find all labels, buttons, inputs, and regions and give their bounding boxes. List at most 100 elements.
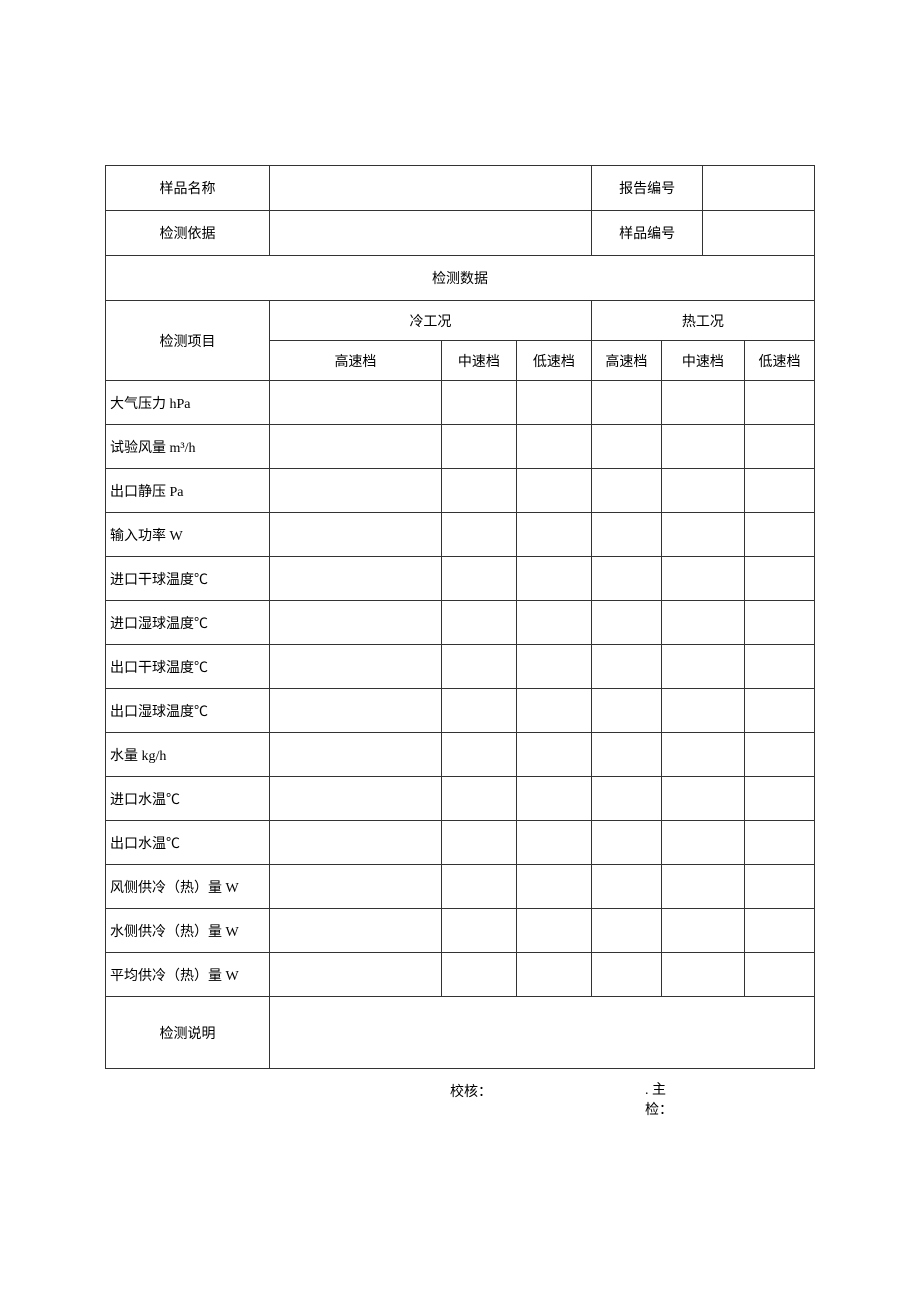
data-cell <box>661 953 744 997</box>
data-cell <box>745 425 815 469</box>
data-cell <box>270 513 442 557</box>
data-row: 试验风量 m³/h <box>106 425 815 469</box>
footer-spacer <box>105 1081 450 1120</box>
data-cell <box>516 689 591 733</box>
item-label: 进口干球温度℃ <box>106 557 270 601</box>
data-cell <box>745 909 815 953</box>
data-cell <box>661 425 744 469</box>
cold-high-speed: 高速档 <box>270 341 442 381</box>
data-cell <box>661 777 744 821</box>
item-label: 输入功率 W <box>106 513 270 557</box>
inspector-line1: . 主 <box>645 1081 673 1101</box>
header-row-2: 检测依据 样品编号 <box>106 211 815 256</box>
data-cell <box>270 777 442 821</box>
data-cell <box>661 821 744 865</box>
data-cell <box>661 381 744 425</box>
data-cell <box>745 689 815 733</box>
data-cell <box>270 865 442 909</box>
data-row: 大气压力 hPa <box>106 381 815 425</box>
data-cell <box>591 557 661 601</box>
data-cell <box>745 821 815 865</box>
data-cell <box>270 645 442 689</box>
item-column-header: 检测项目 <box>106 301 270 381</box>
data-cell <box>441 733 516 777</box>
data-cell <box>270 557 442 601</box>
item-label: 出口水温℃ <box>106 821 270 865</box>
data-cell <box>661 909 744 953</box>
data-cell <box>516 469 591 513</box>
cold-condition-header: 冷工况 <box>270 301 592 341</box>
data-cell <box>661 513 744 557</box>
data-cell <box>516 645 591 689</box>
item-label: 出口干球温度℃ <box>106 645 270 689</box>
condition-row: 检测项目 冷工况 热工况 <box>106 301 815 341</box>
data-cell <box>591 777 661 821</box>
notes-label: 检测说明 <box>106 997 270 1069</box>
data-cell <box>745 953 815 997</box>
data-cell <box>270 733 442 777</box>
hot-low-speed: 低速档 <box>745 341 815 381</box>
data-cell <box>591 821 661 865</box>
data-row: 出口静压 Pa <box>106 469 815 513</box>
data-cell <box>591 689 661 733</box>
data-cell <box>441 601 516 645</box>
data-cell <box>591 909 661 953</box>
data-cell <box>516 777 591 821</box>
data-cell <box>591 601 661 645</box>
test-report-table: 样品名称 报告编号 检测依据 样品编号 检测数据 检测项目 冷工况 热工况 高速… <box>105 165 815 1069</box>
data-row: 水量 kg/h <box>106 733 815 777</box>
data-row: 出口干球温度℃ <box>106 645 815 689</box>
data-cell <box>591 645 661 689</box>
data-cell <box>516 513 591 557</box>
data-cell <box>516 953 591 997</box>
hot-high-speed: 高速档 <box>591 341 661 381</box>
data-cell <box>516 557 591 601</box>
data-cell <box>270 381 442 425</box>
data-cell <box>661 865 744 909</box>
data-cell <box>591 953 661 997</box>
section-header-row: 检测数据 <box>106 256 815 301</box>
test-basis-label: 检测依据 <box>106 211 270 256</box>
data-cell <box>661 557 744 601</box>
inspector-line2: 检： <box>645 1101 673 1121</box>
data-cell <box>591 865 661 909</box>
data-cell <box>441 777 516 821</box>
item-label: 出口湿球温度℃ <box>106 689 270 733</box>
cold-mid-speed: 中速档 <box>441 341 516 381</box>
data-cell <box>441 865 516 909</box>
inspector-label: . 主 检： <box>645 1081 673 1120</box>
data-row: 进口水温℃ <box>106 777 815 821</box>
header-row-1: 样品名称 报告编号 <box>106 166 815 211</box>
cold-low-speed: 低速档 <box>516 341 591 381</box>
hot-mid-speed: 中速档 <box>661 341 744 381</box>
test-basis-value <box>270 211 592 256</box>
data-cell <box>661 733 744 777</box>
data-cell <box>745 557 815 601</box>
data-cell <box>745 601 815 645</box>
data-cell <box>516 821 591 865</box>
data-cell <box>745 381 815 425</box>
data-cell <box>270 689 442 733</box>
data-cell <box>270 601 442 645</box>
data-cell <box>516 381 591 425</box>
reviewer-label: 校核： <box>450 1081 645 1120</box>
data-cell <box>270 821 442 865</box>
data-cell <box>745 645 815 689</box>
item-label: 试验风量 m³/h <box>106 425 270 469</box>
report-no-label: 报告编号 <box>591 166 703 211</box>
data-cell <box>441 689 516 733</box>
data-cell <box>516 909 591 953</box>
data-row: 平均供冷（热）量 W <box>106 953 815 997</box>
data-cell <box>270 909 442 953</box>
item-label: 水侧供冷（热）量 W <box>106 909 270 953</box>
data-cell <box>591 733 661 777</box>
data-section-title: 检测数据 <box>106 256 815 301</box>
data-cell <box>441 821 516 865</box>
data-cell <box>516 733 591 777</box>
data-cell <box>591 469 661 513</box>
notes-value <box>270 997 815 1069</box>
item-label: 进口湿球温度℃ <box>106 601 270 645</box>
data-row: 水侧供冷（热）量 W <box>106 909 815 953</box>
data-cell <box>441 953 516 997</box>
data-cell <box>745 733 815 777</box>
